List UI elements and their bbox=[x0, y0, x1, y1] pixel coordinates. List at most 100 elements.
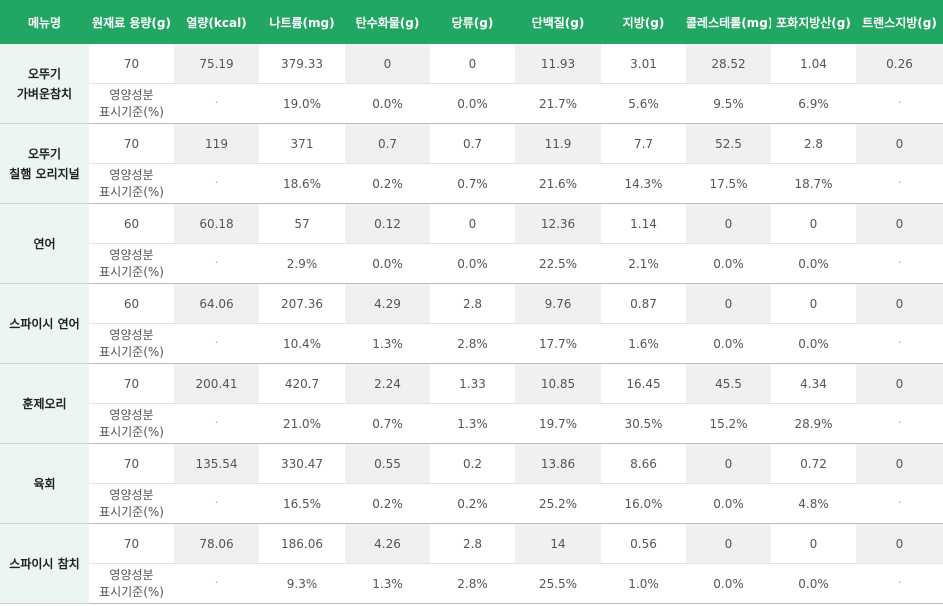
percent-cell: 18.6% bbox=[259, 163, 345, 204]
value-cell: 70 bbox=[89, 363, 174, 404]
percent-cell: 4.8% bbox=[771, 483, 856, 524]
percent-cell: 1.6% bbox=[601, 323, 686, 364]
percent-cell: · bbox=[856, 563, 943, 604]
value-cell: 200.41 bbox=[174, 363, 259, 404]
pct-label: 영양성분 bbox=[109, 327, 154, 342]
value-cell: 0 bbox=[686, 523, 771, 564]
value-cell: 16.45 bbox=[601, 363, 686, 404]
percent-cell: 6.9% bbox=[771, 83, 856, 124]
column-header: 당류(g) bbox=[430, 0, 515, 44]
percent-cell: · bbox=[174, 163, 259, 204]
value-cell: 70 bbox=[89, 523, 174, 564]
table-body: 오뚜기 가벼운참치 70 75.19 379.33 0 0 11.93 3.01 28.52 1.0… bbox=[0, 44, 943, 604]
value-cell: 0 bbox=[686, 203, 771, 244]
value-cell: 57 bbox=[259, 203, 345, 244]
percent-cell: 21.0% bbox=[259, 403, 345, 444]
percent-cell: 5.6% bbox=[601, 83, 686, 124]
value-cell: 186.06 bbox=[259, 523, 345, 564]
percent-cell: 19.0% bbox=[259, 83, 345, 124]
value-cell: 0.56 bbox=[601, 523, 686, 564]
menu-name: 오뚜기 bbox=[27, 146, 62, 161]
percent-cell: 0.0% bbox=[345, 83, 430, 124]
pct-label: 표시기준(%) bbox=[99, 264, 164, 279]
pct-label: 영양성분 bbox=[109, 407, 154, 422]
percent-cell: · bbox=[174, 83, 259, 124]
percent-cell: 0.2% bbox=[345, 163, 430, 204]
column-header: 메뉴명 bbox=[0, 0, 89, 44]
percent-cell: 30.5% bbox=[601, 403, 686, 444]
value-cell: 4.26 bbox=[345, 523, 430, 564]
pct-label: 영양성분 bbox=[109, 487, 154, 502]
value-cell: 0 bbox=[430, 44, 515, 84]
percent-cell: 1.0% bbox=[601, 563, 686, 604]
pct-label: 표시기준(%) bbox=[99, 184, 164, 199]
percent-cell: 2.9% bbox=[259, 243, 345, 284]
pct-label-cell: 영양성분 표시기준(%) bbox=[89, 83, 174, 124]
percent-cell: 0.0% bbox=[686, 483, 771, 524]
column-header: 콜레스테롤(mg) bbox=[686, 0, 771, 44]
value-cell: 0 bbox=[771, 283, 856, 324]
table-row: 영양성분 표시기준(%) · 16.5% 0.2% 0.2% 25.2% 16.0% 0.0% 4… bbox=[0, 483, 943, 524]
percent-cell: · bbox=[856, 163, 943, 204]
percent-cell: 1.3% bbox=[345, 323, 430, 364]
table-row: 영양성분 표시기준(%) · 9.3% 1.3% 2.8% 25.5% 1.0% 0.0% 0.0… bbox=[0, 563, 943, 604]
value-cell: 1.04 bbox=[771, 44, 856, 84]
value-cell: 4.29 bbox=[345, 283, 430, 324]
value-cell: 0 bbox=[345, 44, 430, 84]
pct-label: 영양성분 bbox=[109, 167, 154, 182]
value-cell: 11.9 bbox=[515, 123, 601, 164]
value-cell: 7.7 bbox=[601, 123, 686, 164]
percent-cell: 0.2% bbox=[430, 483, 515, 524]
percent-cell: 0.0% bbox=[430, 83, 515, 124]
pct-label: 표시기준(%) bbox=[99, 104, 164, 119]
table-row: 오뚜기 칠햄 오리지널 70 119 371 0.7 0.7 11.9 7.7 52.5 2.8 0 bbox=[0, 123, 943, 204]
percent-cell: 17.5% bbox=[686, 163, 771, 204]
percent-cell: 10.4% bbox=[259, 323, 345, 364]
column-header: 지방(g) bbox=[601, 0, 686, 44]
value-cell: 0.7 bbox=[430, 123, 515, 164]
percent-cell: 2.8% bbox=[430, 563, 515, 604]
percent-cell: 21.6% bbox=[515, 163, 601, 204]
percent-cell: 0.7% bbox=[345, 403, 430, 444]
value-cell: 1.14 bbox=[601, 203, 686, 244]
percent-cell: · bbox=[856, 323, 943, 364]
value-cell: 371 bbox=[259, 123, 345, 164]
value-cell: 0.12 bbox=[345, 203, 430, 244]
percent-cell: · bbox=[174, 483, 259, 524]
percent-cell: 0.7% bbox=[430, 163, 515, 204]
pct-label-cell: 영양성분 표시기준(%) bbox=[89, 243, 174, 284]
percent-cell: · bbox=[856, 483, 943, 524]
value-cell: 0 bbox=[771, 203, 856, 244]
value-cell: 2.8 bbox=[430, 523, 515, 564]
value-cell: 0 bbox=[856, 523, 943, 564]
percent-cell: · bbox=[856, 243, 943, 284]
percent-cell: 0.0% bbox=[771, 563, 856, 604]
value-cell: 52.5 bbox=[686, 123, 771, 164]
value-cell: 10.85 bbox=[515, 363, 601, 404]
value-cell: 0.7 bbox=[345, 123, 430, 164]
pct-label: 영양성분 bbox=[109, 567, 154, 582]
menu-name: 스파이시 참치 bbox=[9, 556, 80, 571]
value-cell: 119 bbox=[174, 123, 259, 164]
value-cell: 78.06 bbox=[174, 523, 259, 564]
percent-cell: 22.5% bbox=[515, 243, 601, 284]
value-cell: 2.8 bbox=[771, 123, 856, 164]
pct-label-cell: 영양성분 표시기준(%) bbox=[89, 563, 174, 604]
value-cell: 330.47 bbox=[259, 443, 345, 484]
value-cell: 0 bbox=[430, 203, 515, 244]
value-cell: 379.33 bbox=[259, 44, 345, 84]
percent-cell: 15.2% bbox=[686, 403, 771, 444]
percent-cell: 28.9% bbox=[771, 403, 856, 444]
value-cell: 420.7 bbox=[259, 363, 345, 404]
table-row: 스파이시 연어 60 64.06 207.36 4.29 2.8 9.76 0.87 0 0 0 bbox=[0, 283, 943, 364]
column-header: 탄수화물(g) bbox=[345, 0, 430, 44]
percent-cell: 0.0% bbox=[686, 323, 771, 364]
value-cell: 60.18 bbox=[174, 203, 259, 244]
percent-cell: 0.0% bbox=[686, 243, 771, 284]
value-cell: 0 bbox=[856, 283, 943, 324]
value-cell: 2.24 bbox=[345, 363, 430, 404]
menu-name-cell: 육회 bbox=[0, 443, 89, 524]
menu-name: 훈제오리 bbox=[22, 396, 67, 411]
percent-cell: 19.7% bbox=[515, 403, 601, 444]
